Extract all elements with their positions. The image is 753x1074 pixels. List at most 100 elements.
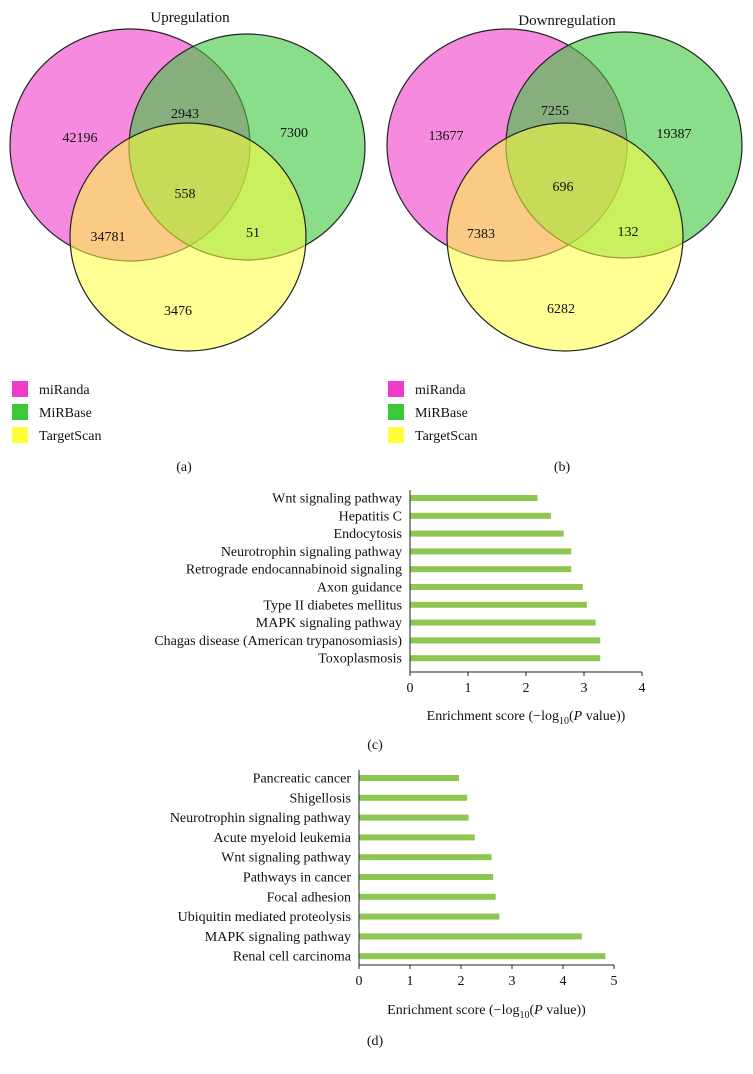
x-axis-label-pre: Enrichment score (−log [427,709,559,724]
x-tick-label: 4 [560,974,567,989]
x-tick-label: 1 [465,681,472,696]
legend-swatch [388,381,404,397]
bar [359,874,494,880]
category-label: Neurotrophin signaling pathway [170,811,351,826]
x-axis-label-mid: ( [529,1003,534,1018]
x-tick-label: 5 [611,974,618,989]
venn-downregulation: Downregulation 13677 19387 6282 7255 7383 132 6… [386,13,743,475]
venn-region-miranda-mirbase: 2943 [171,107,199,122]
legend-label: miRanda [39,383,90,398]
venn-title: Upregulation [150,10,230,26]
category-label: Acute myeloid leukemia [213,831,351,846]
bar [410,601,587,608]
venn-region-miranda-only: 13677 [429,129,464,144]
bar [410,566,572,573]
bar [410,548,572,555]
panel-label: (b) [554,460,571,475]
venn-legend: miRanda MiRBase TargetScan [388,381,478,444]
category-label: Pathways in cancer [243,871,351,886]
panel-label: (d) [367,1034,384,1049]
bar [359,893,496,900]
bar [359,775,459,781]
legend-swatch [12,427,28,443]
bar [359,953,606,960]
venn-region-miranda-mirbase: 7255 [541,104,569,119]
bar [359,834,475,841]
bar [410,655,601,662]
venn-region-all: 696 [553,180,574,195]
venn-region-miranda-targetscan: 34781 [91,230,126,245]
x-tick-label: 2 [523,681,530,696]
venn-region-all: 558 [175,187,196,202]
venn-upregulation: Upregulation 42196 7300 3476 2943 34781 51 558 m… [9,10,366,475]
bar-chart-c: Wnt signaling pathway Hepatitis C Endocyto… [154,490,646,753]
venn-region-miranda-targetscan: 7383 [467,227,495,242]
x-axis-label-ital: P [533,1003,543,1018]
venn-region-targetscan-only: 6282 [547,302,575,317]
venn-region-mirbase-only: 7300 [280,126,308,141]
category-label: Wnt signaling pathway [272,492,402,507]
bar [410,512,551,519]
category-label: Hepatitis C [339,509,402,524]
category-label: Endocytosis [334,527,402,542]
category-label: Retrograde endocannabinoid signaling [186,563,402,578]
bar [359,933,582,940]
bar [359,794,468,801]
x-axis-label: Enrichment score (−log10(P value)) [387,1003,586,1021]
venn-title: Downregulation [518,13,616,29]
bar [359,913,500,920]
category-label: Type II diabetes mellitus [263,598,402,613]
x-axis-label-sub: 10 [519,1010,529,1021]
category-label: MAPK signaling pathway [205,930,351,945]
legend-label: TargetScan [39,429,102,444]
category-label: Shigellosis [290,791,351,806]
legend-label: MiRBase [39,406,92,421]
x-axis-label-ital: P [573,709,583,724]
venn-circle-targetscan [69,122,307,352]
venn-circle-targetscan [446,122,684,352]
category-label: Chagas disease (American trypanosomiasis… [154,634,402,649]
x-axis-label-pre: Enrichment score (−log [387,1003,519,1018]
category-label: Wnt signaling pathway [221,851,351,866]
venn-region-miranda-only: 42196 [63,131,98,146]
x-axis-label-post: value)) [582,709,625,724]
bar [410,530,564,537]
bar [359,854,492,861]
x-tick-label: 3 [581,681,588,696]
category-label: Neurotrophin signaling pathway [221,545,402,560]
category-label: Ubiquitin mediated proteolysis [178,910,351,925]
legend-swatch [388,427,404,443]
bar [410,619,596,626]
bar [359,814,469,821]
legend-swatch [12,404,28,420]
bar [410,584,583,590]
legend-swatch [388,404,404,420]
legend-label: MiRBase [415,406,468,421]
venn-region-targetscan-only: 3476 [164,304,192,319]
bar [410,495,538,501]
x-tick-label: 3 [509,974,516,989]
venn-region-mirbase-targetscan: 51 [246,226,260,241]
x-tick-label: 0 [407,681,414,696]
legend-label: TargetScan [415,429,478,444]
venn-legend: miRanda MiRBase TargetScan [12,381,102,444]
bar-chart-d: Pancreatic cancer Shigellosis Neurotrophin… [170,770,618,1049]
legend-swatch [12,381,28,397]
x-axis-label-sub: 10 [559,716,569,727]
x-axis-label-post: value)) [543,1003,586,1018]
legend-label: miRanda [415,383,466,398]
x-tick-label: 2 [458,974,465,989]
venn-region-mirbase-only: 19387 [657,127,692,142]
category-label: Axon guidance [317,581,402,596]
panel-label: (c) [367,738,383,753]
category-label: Focal adhesion [267,890,351,905]
x-tick-label: 0 [356,974,363,989]
category-label: MAPK signaling pathway [256,616,402,631]
category-label: Renal cell carcinoma [233,950,352,965]
panel-label: (a) [176,460,192,475]
x-tick-label: 4 [639,681,646,696]
x-axis-label: Enrichment score (−log10(P value)) [427,709,626,727]
x-axis-label-mid: ( [569,709,574,724]
category-label: Toxoplasmosis [318,652,402,667]
